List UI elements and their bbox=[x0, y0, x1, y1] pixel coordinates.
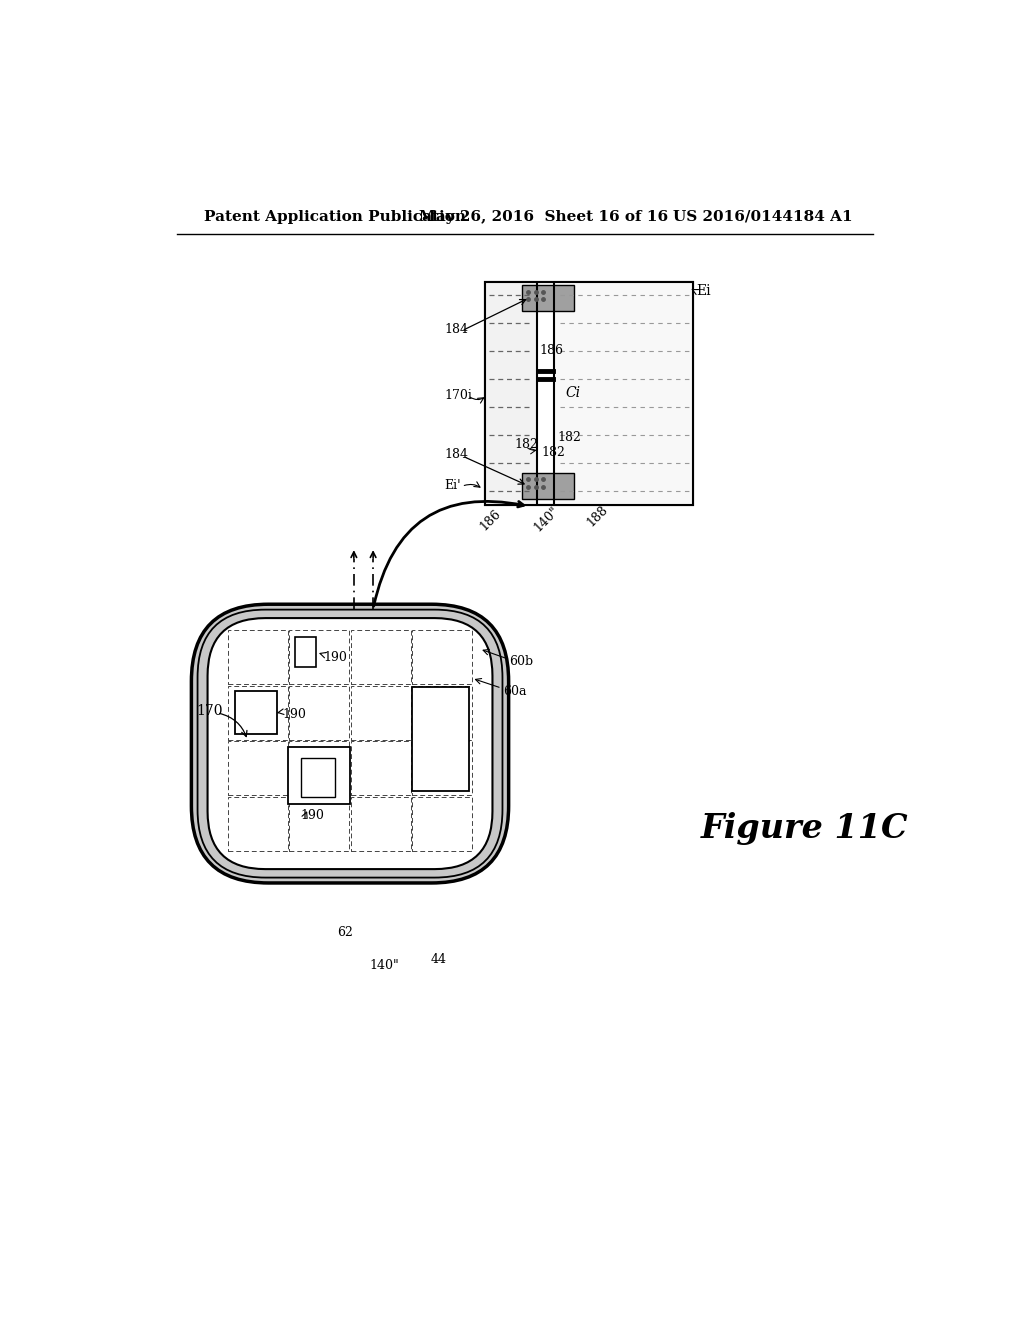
Bar bbox=[484, 281, 692, 506]
Text: 182: 182 bbox=[514, 438, 538, 451]
Bar bbox=[521, 473, 574, 499]
Bar bbox=[227, 631, 288, 684]
Text: 140": 140" bbox=[370, 958, 399, 972]
Bar bbox=[351, 686, 411, 739]
Bar bbox=[227, 797, 288, 850]
Text: 190: 190 bbox=[283, 708, 306, 721]
Bar bbox=[351, 742, 411, 795]
Text: Ci: Ci bbox=[565, 387, 581, 400]
Bar bbox=[351, 797, 411, 850]
Bar bbox=[521, 285, 574, 312]
Text: 188: 188 bbox=[585, 503, 611, 529]
FancyBboxPatch shape bbox=[191, 605, 509, 883]
Text: Figure 11C: Figure 11C bbox=[700, 812, 908, 845]
Bar bbox=[413, 742, 472, 795]
Bar bbox=[227, 742, 288, 795]
Text: 60b: 60b bbox=[509, 655, 534, 668]
Bar bbox=[413, 631, 472, 684]
Bar bbox=[485, 282, 537, 504]
Bar bbox=[484, 281, 692, 506]
Text: 62: 62 bbox=[337, 925, 353, 939]
Bar bbox=[289, 686, 349, 739]
Text: May 26, 2016  Sheet 16 of 16: May 26, 2016 Sheet 16 of 16 bbox=[419, 210, 669, 224]
Text: 186: 186 bbox=[540, 345, 563, 358]
Bar bbox=[555, 282, 692, 504]
Bar bbox=[295, 638, 316, 667]
Bar bbox=[289, 747, 350, 804]
Bar bbox=[301, 758, 336, 797]
Text: 190: 190 bbox=[300, 809, 324, 822]
Text: 60a: 60a bbox=[503, 685, 526, 698]
Bar bbox=[289, 797, 349, 850]
Bar bbox=[413, 686, 472, 739]
Text: 140": 140" bbox=[531, 504, 561, 533]
Text: 182: 182 bbox=[541, 446, 565, 459]
Bar bbox=[412, 686, 469, 792]
Text: US 2016/0144184 A1: US 2016/0144184 A1 bbox=[674, 210, 853, 224]
Text: Ei: Ei bbox=[696, 284, 711, 298]
Text: 184: 184 bbox=[444, 323, 469, 335]
Bar bbox=[234, 692, 276, 734]
Text: 182: 182 bbox=[558, 430, 582, 444]
Bar bbox=[289, 631, 349, 684]
Bar bbox=[227, 686, 288, 739]
FancyBboxPatch shape bbox=[208, 618, 493, 869]
Text: 170i: 170i bbox=[444, 389, 473, 403]
Text: 184: 184 bbox=[444, 449, 469, 462]
Text: Ei': Ei' bbox=[444, 479, 462, 492]
Text: 44: 44 bbox=[431, 953, 446, 966]
Text: 190: 190 bbox=[324, 651, 348, 664]
Text: Patent Application Publication: Patent Application Publication bbox=[204, 210, 466, 224]
Bar bbox=[413, 797, 472, 850]
Text: 186: 186 bbox=[477, 507, 503, 533]
Text: 170: 170 bbox=[196, 705, 222, 718]
Bar bbox=[351, 631, 411, 684]
Bar bbox=[289, 742, 349, 795]
